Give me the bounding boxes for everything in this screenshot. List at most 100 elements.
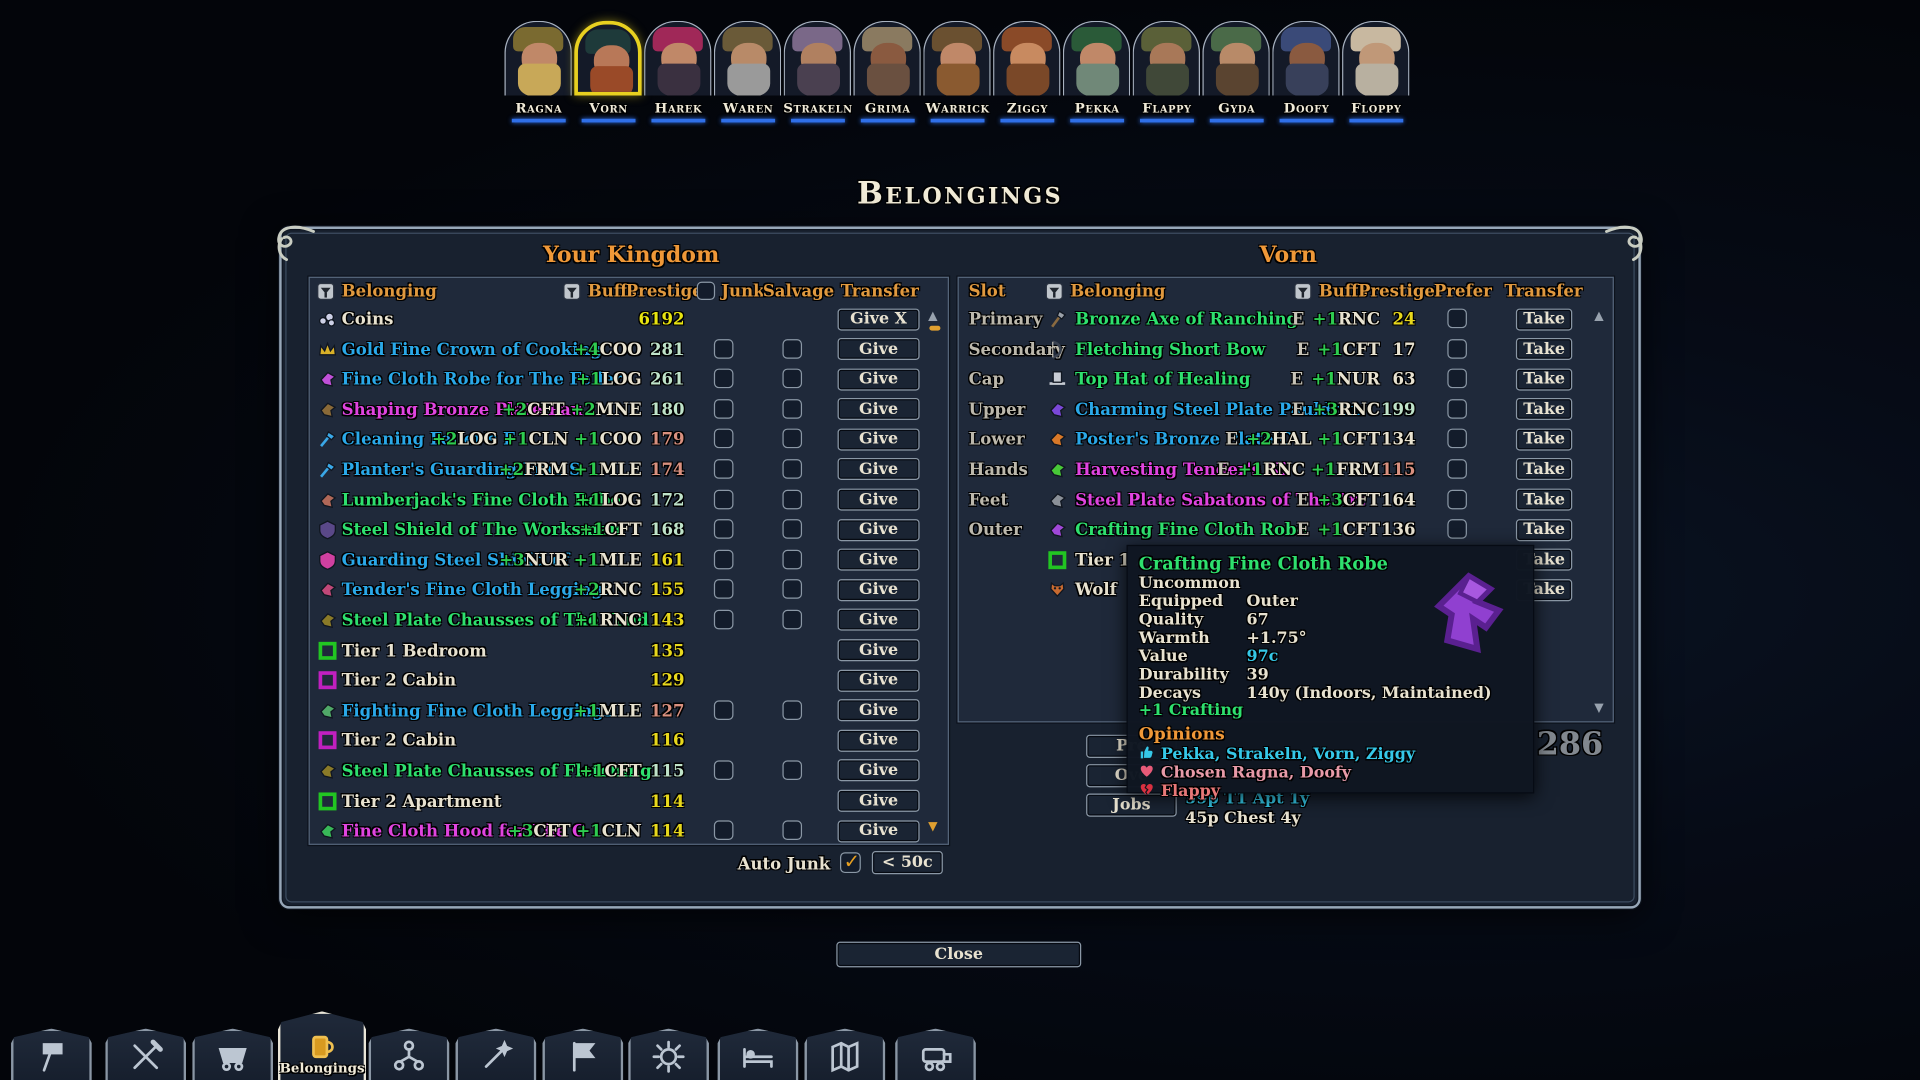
- toolbar-bed-button[interactable]: [717, 1028, 799, 1080]
- col-belonging[interactable]: Belonging: [1070, 281, 1166, 302]
- junk-checkbox[interactable]: [713, 398, 734, 419]
- prefer-checkbox[interactable]: [1447, 489, 1467, 509]
- prefer-checkbox[interactable]: [1447, 368, 1467, 389]
- give-button[interactable]: Give: [837, 368, 920, 391]
- item-name[interactable]: Fine Cloth Hood for The C: [341, 821, 586, 842]
- col-prefer[interactable]: Prefer: [1433, 281, 1492, 302]
- toolbar-magic-button[interactable]: [455, 1028, 537, 1080]
- prefer-checkbox[interactable]: [1447, 308, 1467, 329]
- character-jobs-button[interactable]: Jobs: [1086, 793, 1177, 817]
- junk-checkbox[interactable]: [713, 700, 734, 720]
- salvage-checkbox[interactable]: [782, 579, 803, 600]
- col-buffs[interactable]: Buffs: [1318, 281, 1368, 302]
- give-button[interactable]: Give: [837, 699, 920, 722]
- salvage-checkbox[interactable]: [782, 489, 803, 509]
- junk-checkbox[interactable]: [713, 338, 734, 359]
- scroll-up-icon[interactable]: ▲: [1594, 309, 1604, 324]
- item-name[interactable]: Steel Plate Chausses of Fletching: [341, 761, 652, 782]
- portrait-ragna[interactable]: [504, 20, 572, 96]
- portrait-ziggy[interactable]: [993, 20, 1061, 96]
- item-name[interactable]: Steel Plate Sabatons of The Art: [1075, 490, 1366, 511]
- give-button[interactable]: Give: [837, 819, 920, 842]
- portrait-floppy[interactable]: [1342, 20, 1410, 96]
- toolbar-caravan-button[interactable]: [895, 1028, 976, 1080]
- col-slot[interactable]: Slot: [968, 281, 1006, 302]
- take-button[interactable]: Take: [1515, 518, 1573, 541]
- give-button[interactable]: Give: [837, 759, 920, 782]
- item-name[interactable]: Top Hat of Healing: [1075, 370, 1251, 390]
- scroll-up-icon[interactable]: ▲: [928, 309, 938, 324]
- portrait-waren[interactable]: [713, 20, 782, 96]
- item-name[interactable]: Charming Steel Plate Pauldron: [1075, 400, 1364, 420]
- filter-icon[interactable]: [1045, 282, 1063, 301]
- item-name[interactable]: Shaping Bronze Plate Pau: [341, 400, 583, 420]
- item-name[interactable]: Steel Shield of The Worksman: [341, 520, 622, 541]
- col-prestige[interactable]: Prestige: [625, 281, 703, 302]
- give-button[interactable]: Give: [837, 669, 920, 692]
- give-button[interactable]: Give: [837, 488, 920, 511]
- junk-checkbox[interactable]: [713, 549, 734, 570]
- give-button[interactable]: Give: [837, 398, 920, 421]
- item-name[interactable]: Tender's Fine Cloth Leggings: [341, 580, 613, 601]
- salvage-checkbox[interactable]: [782, 398, 803, 419]
- col-salvage[interactable]: Salvage: [762, 281, 835, 302]
- give-button[interactable]: Give: [837, 428, 920, 451]
- take-button[interactable]: Take: [1515, 428, 1573, 451]
- toolbar-tools-button[interactable]: [105, 1028, 187, 1080]
- take-button[interactable]: Take: [1515, 398, 1573, 421]
- toolbar-map-button[interactable]: [804, 1028, 886, 1080]
- item-name[interactable]: Bronze Axe of Ranching: [1075, 309, 1299, 330]
- give-button[interactable]: Give: [837, 789, 920, 812]
- take-button[interactable]: Take: [1515, 368, 1573, 391]
- col-buffs[interactable]: Buffs: [587, 281, 637, 302]
- item-name[interactable]: Coins: [341, 309, 394, 330]
- salvage-checkbox[interactable]: [782, 549, 803, 570]
- junk-checkbox[interactable]: [713, 368, 734, 389]
- give-button[interactable]: Give: [837, 548, 920, 571]
- toolbar-tree-button[interactable]: [368, 1028, 450, 1080]
- item-name[interactable]: Tier 2 Apartment: [341, 791, 502, 812]
- item-name[interactable]: Tier 1 Bedroom: [341, 641, 487, 661]
- prefer-checkbox[interactable]: [1447, 429, 1467, 449]
- col-prestige[interactable]: Prestige: [1357, 281, 1435, 302]
- filter-icon[interactable]: [1294, 282, 1312, 301]
- item-name[interactable]: Guarding Steel Shield of: [341, 550, 570, 571]
- give-button[interactable]: Give: [837, 609, 920, 632]
- scrollbar-thumb[interactable]: [929, 325, 941, 331]
- filter-icon[interactable]: [317, 282, 335, 301]
- junk-all-checkbox[interactable]: [696, 281, 716, 301]
- portrait-vorn[interactable]: [574, 20, 642, 96]
- portrait-harek[interactable]: [644, 20, 712, 96]
- item-name[interactable]: Steel Plate Chausses of The Tend: [341, 610, 649, 631]
- salvage-checkbox[interactable]: [782, 368, 803, 389]
- item-name[interactable]: Tier 2 Cabin: [341, 731, 457, 751]
- toolbar-tasks-button[interactable]: [542, 1028, 624, 1080]
- salvage-checkbox[interactable]: [782, 760, 803, 780]
- item-name[interactable]: Lumberjack's Fine Cloth Robe: [341, 490, 621, 511]
- prefer-checkbox[interactable]: [1447, 459, 1467, 479]
- item-name[interactable]: Crafting Fine Cloth Robe: [1075, 520, 1308, 541]
- junk-checkbox[interactable]: [713, 820, 734, 841]
- toolbar-belongings-button[interactable]: [277, 1011, 367, 1080]
- take-button[interactable]: Take: [1515, 488, 1573, 511]
- give-button[interactable]: Give X: [837, 307, 920, 331]
- junk-checkbox[interactable]: [713, 760, 734, 780]
- junk-threshold-button[interactable]: < 50c: [871, 851, 943, 875]
- prefer-checkbox[interactable]: [1447, 398, 1467, 419]
- item-name[interactable]: Fletching Short Bow: [1075, 339, 1266, 360]
- col-transfer[interactable]: Transfer: [1504, 281, 1583, 302]
- salvage-checkbox[interactable]: [782, 338, 803, 359]
- take-button[interactable]: Take: [1515, 307, 1573, 331]
- portrait-grima[interactable]: [853, 20, 921, 96]
- toolbar-daylight-button[interactable]: [628, 1028, 709, 1080]
- salvage-checkbox[interactable]: [782, 700, 803, 720]
- close-button[interactable]: Close: [836, 941, 1082, 968]
- col-transfer[interactable]: Transfer: [840, 281, 919, 302]
- auto-junk-checkbox[interactable]: ✓: [840, 850, 861, 874]
- take-button[interactable]: Take: [1515, 338, 1573, 361]
- toolbar-minecart-button[interactable]: [192, 1028, 274, 1080]
- give-button[interactable]: Give: [837, 458, 920, 481]
- filter-icon[interactable]: [563, 282, 581, 301]
- salvage-checkbox[interactable]: [782, 429, 803, 449]
- item-name[interactable]: Cleaning Feller's F: [341, 430, 515, 450]
